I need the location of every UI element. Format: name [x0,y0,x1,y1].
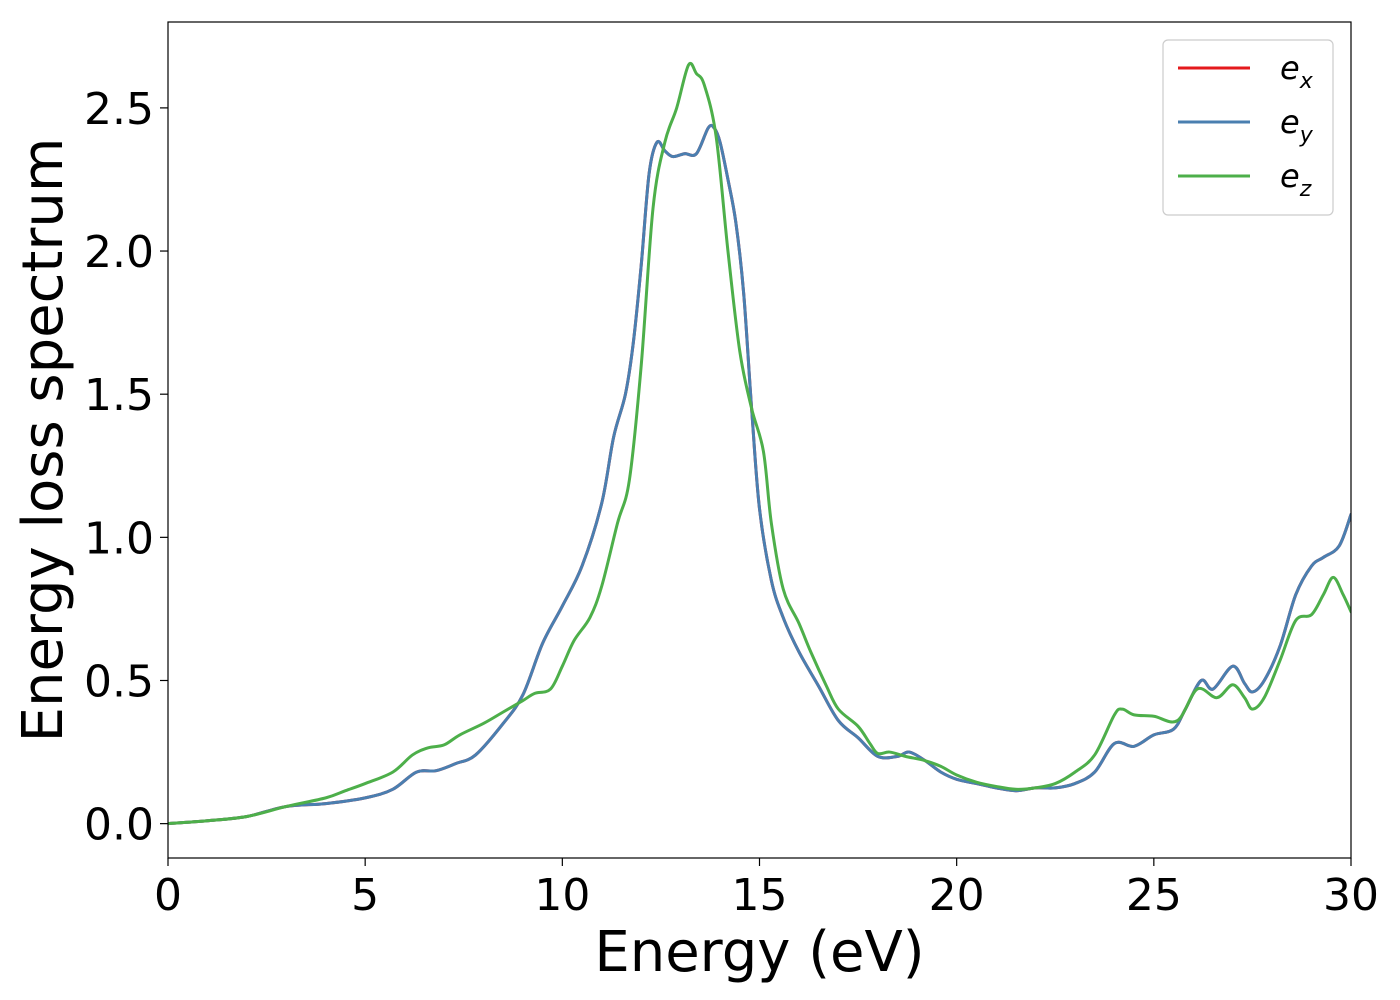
x-tick-label: 25 [1126,870,1182,921]
series-line-ez [168,61,1351,826]
x-tick-label: 30 [1323,870,1379,921]
y-tick-label: 0.5 [84,656,154,707]
x-tick-label: 10 [534,870,590,921]
y-tick-label: 2.0 [84,227,154,278]
y-axis-label: Energy loss spectrum [11,138,76,743]
y-tick-label: 1.0 [84,513,154,564]
y-tick-label: 0.0 [84,800,154,851]
x-tick-label: 0 [154,870,182,921]
x-tick-label: 20 [929,870,985,921]
x-tick-label: 15 [732,870,788,921]
y-tick-label: 1.5 [84,370,154,421]
series-layer [168,61,1351,826]
y-tick-label: 2.5 [84,84,154,135]
y-ticks: 0.0 0.5 1.0 1.5 2.0 2.5 [84,84,168,851]
x-ticks: 0 5 10 15 20 25 30 [154,858,1379,921]
x-tick-label: 5 [351,870,379,921]
legend-box [1162,39,1334,216]
x-axis-label: Energy (eV) [594,920,924,985]
